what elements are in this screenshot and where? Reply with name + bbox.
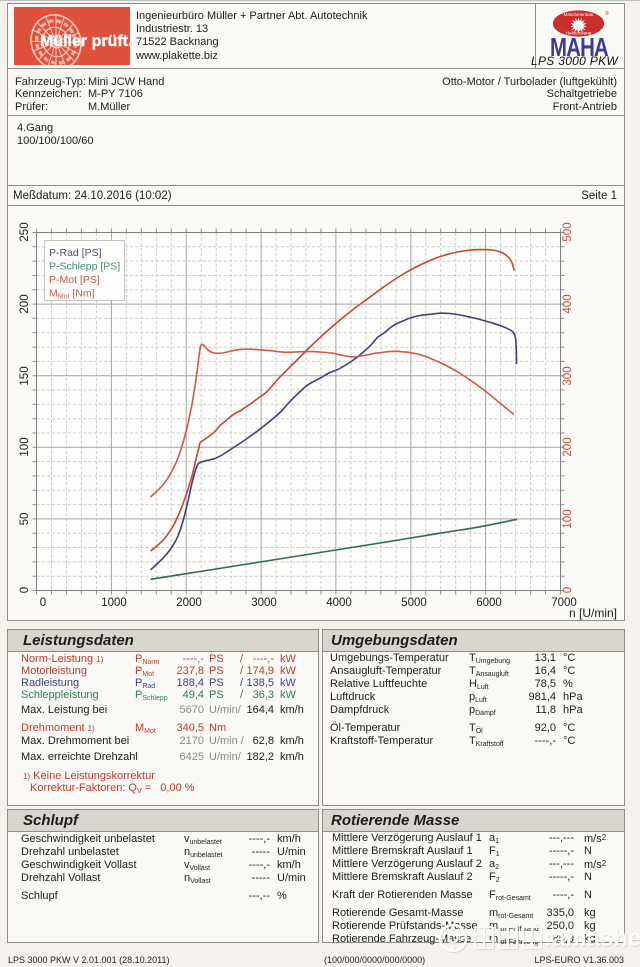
svg-text:500: 500 [562, 222, 574, 241]
svg-text:50: 50 [19, 513, 31, 526]
svg-text:100: 100 [562, 509, 574, 528]
svg-text:1000: 1000 [101, 597, 127, 609]
svg-text:MMot [Nm]: MMot [Nm] [49, 288, 95, 301]
svg-text:Haldenwang: Haldenwang [566, 31, 592, 36]
svg-text:4000: 4000 [326, 597, 352, 609]
svg-text:P-Mot [PS]: P-Mot [PS] [49, 274, 100, 286]
svg-text:400: 400 [562, 294, 574, 313]
svg-text:P-Rad [PS]: P-Rad [PS] [49, 247, 102, 259]
svg-text:7000: 7000 [551, 597, 577, 609]
svg-text:Maschinenbau: Maschinenbau [564, 12, 594, 17]
svg-text:200: 200 [562, 437, 574, 456]
svg-text:0: 0 [562, 587, 574, 593]
svg-text:200: 200 [19, 294, 31, 313]
svg-text:P-Schlepp [PS]: P-Schlepp [PS] [49, 261, 120, 273]
svg-text:3000: 3000 [251, 597, 277, 609]
svg-text:0: 0 [19, 587, 31, 593]
svg-text:®: ® [605, 10, 609, 17]
svg-text:300: 300 [562, 366, 574, 385]
svg-text:2000: 2000 [176, 597, 202, 609]
svg-text:0: 0 [40, 597, 46, 609]
svg-text:100: 100 [19, 437, 31, 456]
svg-text:6000: 6000 [476, 597, 502, 609]
svg-text:5000: 5000 [401, 597, 427, 609]
svg-text:150: 150 [19, 366, 31, 385]
svg-text:MAHA: MAHA [550, 32, 609, 62]
svg-text:n [U/min]: n [U/min] [569, 606, 617, 620]
svg-text:250: 250 [19, 222, 31, 241]
